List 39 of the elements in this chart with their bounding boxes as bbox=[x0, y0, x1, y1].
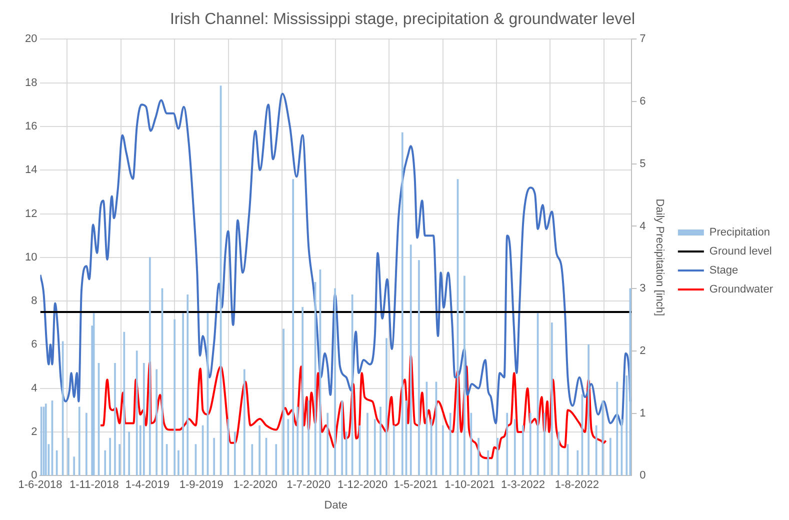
x-axis-title: Date bbox=[324, 499, 348, 512]
y2-tick-label: 6 bbox=[640, 96, 646, 108]
y-tick-label: 0 bbox=[31, 470, 38, 482]
legend-label: Precipitation bbox=[709, 226, 770, 239]
y2-tick-label: 0 bbox=[640, 470, 646, 482]
x-tick-label: 1-3-2022 bbox=[500, 479, 546, 492]
y2-tick-label: 7 bbox=[640, 33, 646, 46]
y2-tick-label: 4 bbox=[640, 220, 646, 232]
x-tick-label: 1-2-2020 bbox=[233, 479, 278, 492]
x-tick-label: 1-4-2019 bbox=[125, 479, 170, 492]
y-tick-label: 2 bbox=[31, 426, 38, 438]
y-tick-label: 20 bbox=[24, 33, 38, 46]
y2-tick-label: 1 bbox=[640, 407, 646, 420]
x-tick-label: 1-7-2020 bbox=[286, 479, 331, 492]
legend-label: Groundwater bbox=[709, 284, 774, 296]
y2-axis-title: Daily Precipitation [inch] bbox=[653, 198, 666, 316]
y-tick-label: 14 bbox=[24, 164, 38, 176]
y-tick-label: 10 bbox=[24, 251, 38, 264]
y-tick-label: 6 bbox=[31, 338, 38, 351]
chart-title: Irish Channel: Mississippi stage, precipitation & groundwater level bbox=[170, 11, 636, 28]
x-tick-label: 1-10-2021 bbox=[444, 479, 495, 492]
x-tick-label: 1-12-2020 bbox=[337, 479, 388, 492]
legend-label: Stage bbox=[709, 264, 738, 277]
y-tick-label: 18 bbox=[24, 76, 38, 89]
x-tick-label: 1-8-2022 bbox=[554, 479, 599, 492]
legend-label: Ground level bbox=[709, 246, 772, 258]
y-tick-label: 4 bbox=[31, 382, 38, 394]
line-series bbox=[100, 354, 607, 460]
y-tick-label: 16 bbox=[24, 120, 38, 133]
y-tick-label: 8 bbox=[31, 295, 38, 308]
x-tick-label: 1-11-2018 bbox=[70, 479, 119, 492]
y2-tick-label: 3 bbox=[640, 282, 646, 295]
x-tick-label: 1-5-2021 bbox=[394, 479, 438, 492]
line-series bbox=[40, 92, 632, 426]
x-tick-label: 1-6-2018 bbox=[18, 479, 62, 492]
y-tick-label: 12 bbox=[24, 208, 38, 220]
y2-tick-label: 5 bbox=[640, 158, 646, 170]
x-tick-label: 1-9-2019 bbox=[179, 479, 224, 492]
y2-tick-label: 2 bbox=[640, 344, 646, 357]
